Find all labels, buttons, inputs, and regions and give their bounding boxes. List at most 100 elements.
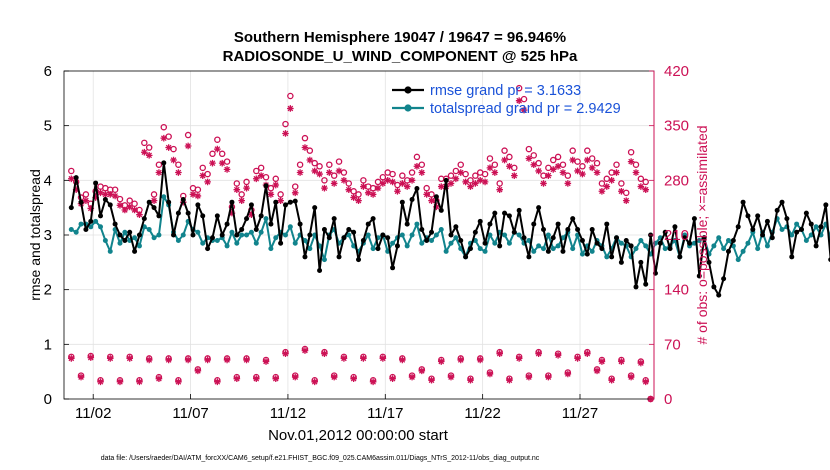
legend-marker-rmse xyxy=(404,86,412,94)
obs-possible-marker xyxy=(584,147,591,154)
data-point-rmse xyxy=(263,183,269,189)
obs-assimilated-marker xyxy=(184,356,192,364)
data-point-rmse xyxy=(555,221,561,227)
obs-assimilated-marker xyxy=(145,152,153,159)
data-point-totalspread xyxy=(419,240,425,246)
data-point-rmse xyxy=(794,229,800,235)
obs-assimilated-marker xyxy=(194,192,202,200)
obs-assimilated-marker xyxy=(574,167,581,175)
data-point-rmse xyxy=(385,235,391,241)
data-point-rmse xyxy=(443,177,449,183)
data-point-totalspread xyxy=(477,246,483,252)
obs-possible-marker xyxy=(472,172,479,179)
data-point-rmse xyxy=(755,213,761,219)
obs-assimilated-marker xyxy=(540,180,547,187)
data-point-totalspread xyxy=(453,235,459,241)
obs-assimilated-marker xyxy=(564,370,572,378)
right-tick-label: 140 xyxy=(664,282,689,299)
data-point-rmse xyxy=(711,284,717,290)
obs-assimilated-marker xyxy=(491,169,499,176)
data-point-rmse xyxy=(336,254,342,260)
data-point-totalspread xyxy=(200,240,206,246)
obs-assimilated-marker xyxy=(486,164,494,172)
data-point-totalspread xyxy=(292,240,298,246)
obs-assimilated-marker xyxy=(126,355,134,362)
obs-possible-marker xyxy=(238,191,245,198)
data-point-rmse xyxy=(779,199,785,205)
data-point-rmse xyxy=(102,196,108,202)
obs-possible-marker xyxy=(501,147,508,154)
obs-possible-marker xyxy=(399,172,406,179)
x-tick-label: 11/12 xyxy=(270,405,306,422)
obs-possible-marker xyxy=(267,184,275,192)
obs-possible-marker xyxy=(277,191,284,198)
data-point-totalspread xyxy=(68,227,74,233)
obs-assimilated-marker xyxy=(525,373,533,381)
data-point-totalspread xyxy=(239,232,245,238)
obs-assimilated-marker xyxy=(530,161,538,169)
legend: rmse grand pr = 3.1633 totalspread grand… xyxy=(392,83,621,117)
data-point-totalspread xyxy=(803,237,809,243)
obs-assimilated-marker xyxy=(447,180,455,187)
obs-assimilated-marker xyxy=(311,167,319,175)
y-axis-label-right: # of obs: o=possible; ×=assimilated xyxy=(694,125,710,344)
obs-assimilated-marker xyxy=(389,178,396,186)
data-point-totalspread xyxy=(248,229,254,235)
obs-assimilated-marker xyxy=(559,169,567,176)
obs-assimilated-marker xyxy=(141,148,148,156)
data-point-totalspread xyxy=(735,257,741,263)
data-point-totalspread xyxy=(789,232,795,238)
obs-assimilated-marker xyxy=(437,183,445,190)
data-point-rmse xyxy=(745,213,751,219)
obs-assimilated-marker xyxy=(199,172,207,179)
right-tick-label: 420 xyxy=(664,63,689,80)
obs-assimilated-marker xyxy=(486,370,494,378)
obs-assimilated-marker xyxy=(413,162,421,170)
data-point-totalspread xyxy=(643,243,649,249)
data-point-rmse xyxy=(419,227,425,233)
obs-assimilated-marker xyxy=(209,159,216,167)
data-point-rmse xyxy=(716,292,722,298)
obs-possible-marker xyxy=(613,161,620,168)
obs-assimilated-marker xyxy=(316,170,323,178)
data-point-rmse xyxy=(784,216,790,222)
obs-assimilated-marker xyxy=(632,169,640,176)
obs-assimilated-marker xyxy=(525,155,533,162)
obs-possible-marker xyxy=(311,159,318,167)
data-point-rmse xyxy=(467,246,473,252)
obs-assimilated-marker xyxy=(574,355,581,362)
obs-count-markers xyxy=(68,84,654,403)
obs-possible-marker xyxy=(141,139,148,147)
data-point-rmse xyxy=(258,213,264,219)
obs-possible-marker xyxy=(160,123,168,131)
data-point-rmse xyxy=(93,180,99,186)
obs-assimilated-marker xyxy=(598,187,606,195)
data-point-rmse xyxy=(224,221,230,227)
obs-possible-marker xyxy=(413,153,421,161)
data-point-rmse xyxy=(175,210,181,216)
obs-possible-marker xyxy=(116,195,124,203)
data-point-totalspread xyxy=(540,246,546,252)
data-point-totalspread xyxy=(448,240,454,246)
obs-assimilated-marker xyxy=(184,142,192,150)
obs-assimilated-marker xyxy=(603,183,611,190)
obs-assimilated-marker xyxy=(506,376,513,384)
obs-assimilated-marker xyxy=(515,355,523,362)
data-point-rmse xyxy=(302,254,308,260)
obs-assimilated-marker xyxy=(374,184,382,192)
x-axis-ticks: 11/02 11/07 11/12 11/17 11/22 11/27 xyxy=(75,394,598,422)
data-point-rmse xyxy=(706,259,712,265)
obs-assimilated-marker xyxy=(155,169,163,176)
data-point-rmse xyxy=(429,229,435,235)
obs-assimilated-marker xyxy=(579,170,586,178)
obs-possible-marker xyxy=(618,180,625,187)
data-point-totalspread xyxy=(764,243,770,249)
data-point-rmse xyxy=(433,194,439,200)
obs-assimilated-marker xyxy=(228,209,236,217)
obs-possible-marker xyxy=(150,191,158,198)
obs-possible-marker xyxy=(316,163,323,170)
data-point-rmse xyxy=(662,229,668,235)
obs-assimilated-marker xyxy=(282,130,289,137)
data-point-rmse xyxy=(623,237,629,243)
obs-assimilated-marker xyxy=(111,192,119,200)
